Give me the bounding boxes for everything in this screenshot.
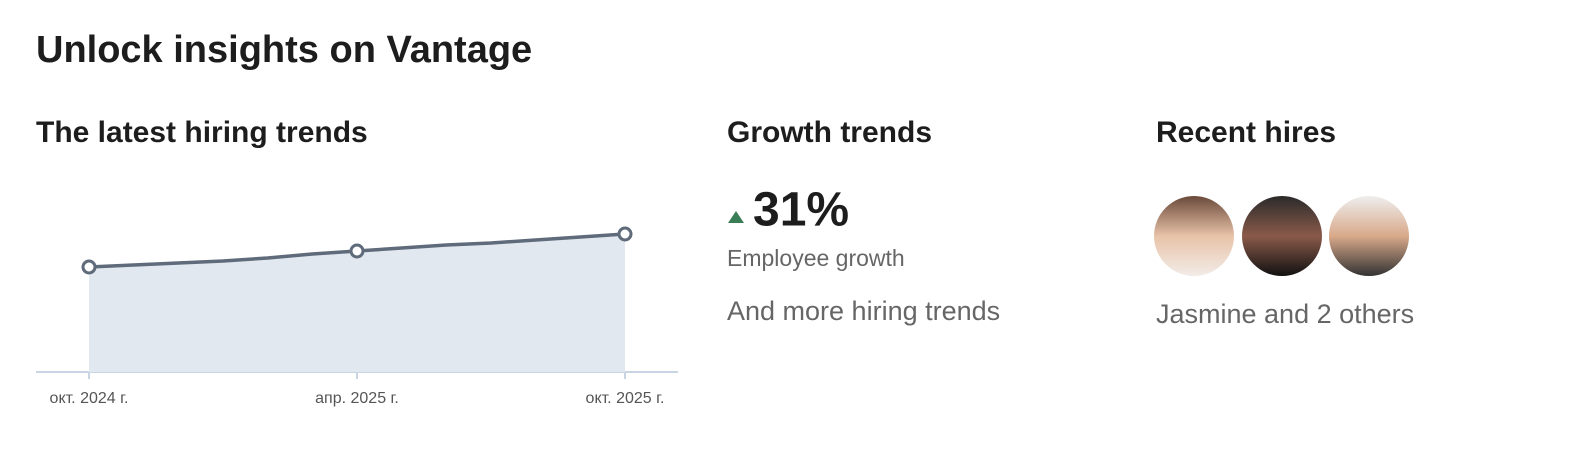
area xyxy=(89,234,625,372)
hires-summary[interactable]: Jasmine and 2 others xyxy=(1156,299,1414,329)
avatar[interactable] xyxy=(1329,196,1409,276)
growth-label: Employee growth xyxy=(727,245,905,271)
x-tick-label: апр. 2025 г. xyxy=(315,390,399,407)
avatar[interactable] xyxy=(1154,196,1234,276)
section-title: Recent hires xyxy=(1156,116,1336,149)
point xyxy=(349,243,365,259)
page-title: Unlock insights on Vantage xyxy=(36,29,532,71)
section-title: The latest hiring trends xyxy=(36,116,368,149)
x-tick-label: окт. 2024 г. xyxy=(50,390,129,407)
up-arrow xyxy=(728,211,744,223)
point xyxy=(617,226,633,242)
avatar[interactable] xyxy=(1242,196,1322,276)
point xyxy=(81,259,97,275)
growth-value: 31% xyxy=(753,184,849,237)
section-title: Growth trends xyxy=(727,116,932,149)
x-tick-label: окт. 2025 г. xyxy=(586,390,665,407)
more-link[interactable]: And more hiring trends xyxy=(727,296,1000,326)
